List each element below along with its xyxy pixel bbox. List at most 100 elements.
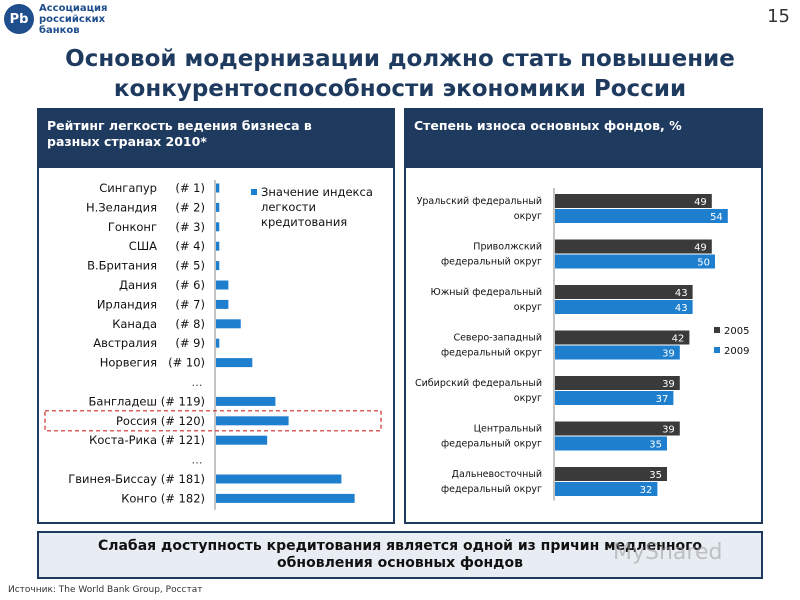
bar-Норвегия (216, 358, 253, 368)
data-label: 37 (656, 394, 669, 405)
bar-Н.Зеландия (216, 202, 220, 212)
country-label: Ирландия (97, 297, 157, 311)
region-label: Центральный (474, 424, 542, 435)
legend-label: легкости (261, 200, 316, 214)
bar-Конго (216, 493, 355, 503)
legend-label: Значение индекса (261, 185, 373, 199)
data-label: 54 (710, 212, 723, 223)
right-chart-title: Степень износа основных фондов, % (414, 118, 682, 133)
conclusion-line: Слабая доступность кредитования является… (97, 538, 703, 554)
rank-label: (# 120) (161, 414, 205, 428)
bar-Гонконг (216, 222, 220, 232)
rank-label: (# 121) (161, 433, 205, 447)
region-label: федеральный округ (441, 257, 542, 268)
rank-label: (# 181) (161, 472, 205, 486)
logo-text: Ассоциация российских банков (39, 3, 129, 36)
conclusion-box: Слабая доступность кредитования является… (37, 531, 763, 579)
legend-marker (714, 347, 720, 353)
region-label: округ (514, 302, 542, 313)
highlight-box (44, 410, 382, 432)
region-label: округ (514, 211, 542, 222)
bar-В.Британия (216, 261, 220, 271)
country-label: Россия (116, 414, 157, 428)
bar-2005 (555, 467, 667, 481)
bar-2005 (555, 285, 693, 299)
bar-Россия (216, 416, 289, 426)
bar-2009 (555, 345, 680, 360)
data-label: 35 (649, 440, 662, 451)
data-label: 32 (640, 485, 653, 496)
asset-wear-chart: Уральский федеральныйокруг4954Приволжски… (415, 188, 749, 501)
region-label: федеральный округ (441, 484, 542, 495)
region-label: Южный федеральный (430, 287, 542, 298)
bar-2005 (555, 376, 680, 390)
rank-label: (# 3) (175, 220, 205, 234)
conclusion-line: обновления основных фондов (277, 555, 523, 571)
legend-marker (251, 189, 257, 195)
slide-title-line: Основой модернизации должно стать повыше… (65, 46, 735, 72)
region-label: федеральный округ (441, 439, 542, 450)
logo: Pb Ассоциация российских банков (2, 2, 122, 36)
bar-Сингапур (216, 183, 220, 193)
bar-2009 (555, 300, 693, 314)
data-label: 35 (649, 470, 662, 481)
page-number: 15 (767, 6, 790, 27)
bar-США (216, 241, 220, 251)
logo-line: Ассоциация (39, 3, 108, 14)
slide-title-line: конкурентоспособности экономики России (113, 76, 687, 102)
bar-2009 (555, 254, 715, 269)
slide-title: Основой модернизации должно стать повыше… (0, 44, 800, 104)
country-label: Н.Зеландия (86, 200, 157, 214)
rank-label: (# 4) (175, 239, 205, 253)
logo-line: российских (39, 14, 106, 25)
region-label: округ (514, 393, 542, 404)
bar-Ирландия (216, 299, 229, 309)
legend-label: кредитования (261, 215, 347, 229)
country-label: Австралия (93, 336, 157, 350)
data-label: 39 (662, 425, 675, 436)
country-label: В.Британия (87, 259, 157, 273)
logo-line: банков (39, 25, 80, 36)
rank-label: (# 2) (175, 200, 205, 214)
bar-Канада (216, 319, 241, 329)
country-label: Гонконг (108, 220, 157, 234)
bar-Бангладеш (216, 396, 276, 406)
region-label: Сибирский федеральный (415, 378, 542, 389)
rank-label: (# 10) (168, 356, 205, 370)
ellipsis-label: … (192, 376, 203, 389)
bar-2005 (555, 330, 690, 345)
bar-2005 (555, 194, 712, 208)
region-label: Уральский федеральный (417, 196, 542, 207)
rank-label: (# 5) (175, 259, 205, 273)
rank-label: (# 182) (161, 491, 205, 505)
region-label: федеральный округ (441, 348, 542, 359)
bar-Дания (216, 280, 229, 290)
ease-of-business-panel: Рейтинг легкость ведения бизнеса в разны… (37, 108, 395, 524)
rank-label: (# 7) (175, 297, 205, 311)
region-label: Дальневосточный (452, 469, 542, 480)
data-label: 42 (672, 334, 685, 345)
data-label: 39 (662, 379, 675, 390)
data-label: 43 (675, 303, 688, 314)
country-label: Сингапур (99, 181, 157, 195)
country-label: США (129, 239, 157, 253)
country-label: Норвегия (100, 356, 157, 370)
region-label: Северо-западный (453, 333, 542, 344)
ellipsis-label: … (192, 454, 203, 467)
data-label: 50 (697, 258, 710, 269)
country-label: Коста-Рика (89, 433, 157, 447)
ease-of-business-chart: Сингапур (# 1) Н.Зеландия (# 2) Гонконг (# 3)… (44, 180, 382, 510)
rank-label: (# 8) (175, 317, 205, 331)
bar-2005 (555, 239, 712, 254)
bar-2009 (555, 482, 658, 496)
watermark: MyShared (613, 540, 723, 565)
rank-label: (# 119) (161, 394, 205, 408)
legend-label: 2005 (724, 326, 749, 337)
asset-wear-panel: Степень износа основных фондов, % Уральс… (404, 108, 763, 524)
logo-mark: Pb (4, 4, 34, 34)
country-label: Конго (121, 491, 157, 505)
data-label: 49 (694, 243, 707, 254)
bar-2009 (555, 391, 674, 405)
country-label: Канада (112, 317, 157, 331)
rank-label: (# 1) (175, 181, 205, 195)
